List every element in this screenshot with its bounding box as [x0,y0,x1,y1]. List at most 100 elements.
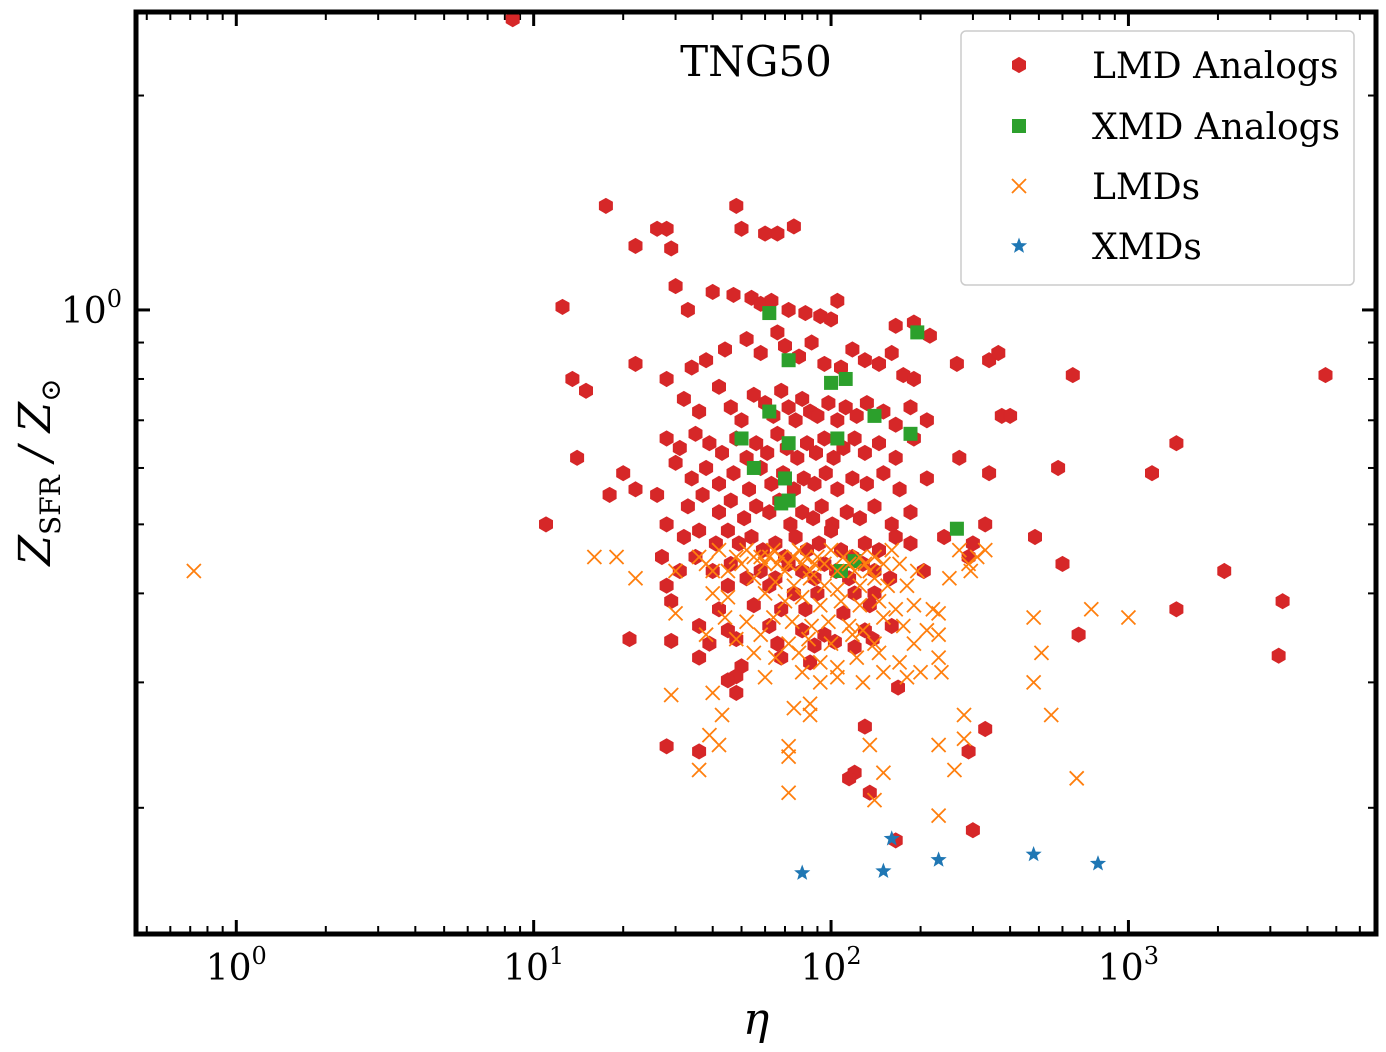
data-point [800,631,817,647]
data-point [744,528,759,546]
data-point [956,707,972,723]
data-point [919,470,934,487]
data-point [798,305,813,322]
data-point [866,792,883,808]
data-point [672,439,687,457]
x-tick-label: 101 [503,942,564,989]
data-point [598,197,613,214]
data-point [737,510,752,527]
data-point [664,593,679,610]
data-point [791,645,807,661]
data-point [802,707,818,723]
data-point [965,822,980,839]
data-point [715,444,729,461]
data-point [784,614,800,630]
data-point [790,449,805,466]
data-point [757,556,773,572]
data-point [781,353,796,368]
data-point [906,636,922,652]
data-point [720,577,735,594]
data-point [712,378,726,395]
data-point [758,225,773,242]
data-point [781,436,796,451]
data-point [767,649,784,666]
data-point [749,498,764,515]
data-point [829,669,845,685]
data-point [786,578,802,594]
data-point [802,563,818,579]
data-point [888,317,903,334]
data-point [855,674,871,691]
data-point [982,465,997,482]
data-point [810,407,825,424]
data-point [930,737,947,753]
data-point [838,399,853,416]
legend-label-lmd-analogs: LMD Analogs [1092,46,1338,87]
data-point [664,240,679,257]
data-point [922,327,937,344]
data-point [855,622,871,638]
data-point [659,430,674,447]
data-point [663,687,679,703]
data-point [712,475,726,492]
data-point [757,669,773,685]
data-point [579,382,593,399]
data-point [746,597,761,614]
data-point [866,549,883,565]
data-point [809,444,823,461]
data-point [780,748,797,765]
data-point [705,283,720,300]
data-point [668,278,683,295]
data-point [862,563,878,579]
data-point [702,635,717,652]
data-point [705,585,721,602]
legend-marker [1011,178,1027,194]
data-point [978,516,993,533]
data-point [762,306,777,321]
data-point [622,631,637,648]
data-point [764,292,779,309]
data-point [852,597,868,613]
data-point [780,785,797,801]
data-point [777,471,792,486]
data-point [734,412,749,429]
data-point [884,344,899,362]
data-point [862,784,877,801]
data-point [909,563,925,579]
data-point [841,618,857,634]
data-point [659,370,674,388]
data-point [728,549,744,565]
data-point [753,627,769,643]
data-point [742,481,756,498]
data-point [555,298,570,315]
data-point [844,627,861,643]
data-point [919,412,934,429]
data-point [965,535,980,552]
data-point [627,570,644,586]
data-point [899,669,915,685]
data-point [811,535,826,552]
data-point [786,549,802,565]
data-point [846,563,863,579]
data-point [753,344,768,362]
data-point [883,830,900,846]
data-point [930,649,947,666]
data-point [875,862,892,878]
data-point [746,549,762,565]
data-point [830,431,845,446]
data-point [1033,645,1050,661]
data-point [712,601,726,618]
data-point [608,549,625,565]
legend-label-lmds: LMDs [1092,167,1200,208]
data-point [813,308,828,325]
legend-marker [1012,119,1026,133]
data-point [829,581,845,598]
data-point [712,504,726,521]
x-tick-label: 100 [206,942,267,989]
chart-title: TNG50 [680,37,832,86]
data-point [814,498,829,515]
data-point [912,664,929,680]
data-point [876,465,891,482]
data-point [708,535,723,552]
data-point [628,237,643,254]
